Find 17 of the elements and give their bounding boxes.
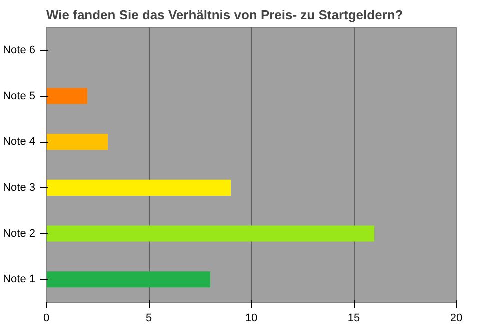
bar	[46, 272, 210, 288]
x-tick-label: 15	[348, 312, 360, 324]
y-tick-label: Note 1	[3, 274, 36, 286]
y-tick-label: Note 4	[3, 136, 36, 148]
bar	[46, 88, 88, 104]
x-tick-label: 20	[450, 312, 463, 324]
bar	[46, 226, 374, 242]
x-tick-label: 10	[245, 312, 258, 324]
y-tick-label: Note 6	[3, 44, 36, 56]
y-tick-label: Note 5	[3, 90, 36, 102]
y-tick-label: Note 2	[3, 228, 36, 240]
y-tick-label: Note 3	[3, 182, 36, 194]
x-tick-label: 5	[146, 312, 152, 324]
x-tick-label: 0	[43, 312, 50, 324]
bar	[46, 134, 108, 150]
chart-title: Wie fanden Sie das Verhältnis von Preis- zu Startgeldern?	[46, 8, 404, 22]
bar	[46, 180, 231, 196]
